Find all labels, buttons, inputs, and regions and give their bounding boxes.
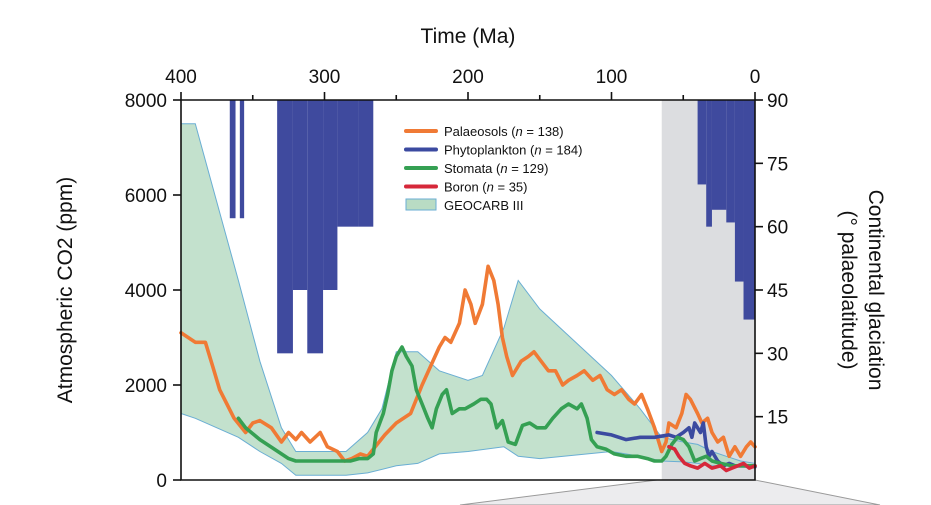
right-tick-label-30: 30 xyxy=(767,344,788,365)
top-tick-label-100: 100 xyxy=(596,67,628,88)
top-tick-label-200: 200 xyxy=(452,67,484,88)
series-line-palaeosols xyxy=(179,264,757,463)
glaciation-bar-2 xyxy=(277,100,293,354)
series-line-boron xyxy=(667,445,757,473)
plot-frame xyxy=(180,99,756,481)
glaciation-bar-0 xyxy=(229,100,236,219)
right-axis-title-line1: Continental glaciation xyxy=(864,190,887,391)
left-tick-label-4000: 4000 xyxy=(125,281,167,302)
right-axis-title-line2: (° palaeolatitude) xyxy=(837,211,860,370)
left-axis-title: Atmospheric CO2 (ppm) xyxy=(54,177,77,403)
top-tick-label-0: 0 xyxy=(750,67,761,88)
right-tick-label-15: 15 xyxy=(767,408,788,429)
right-axis-ticks: 15 30 45 60 75 90 xyxy=(755,91,788,429)
left-tick-label-2000: 2000 xyxy=(125,376,167,397)
right-tick-label-45: 45 xyxy=(767,281,788,302)
left-tick-label-8000: 8000 xyxy=(125,91,167,112)
right-tick-label-75: 75 xyxy=(767,154,788,175)
top-axis-title: Time (Ma) xyxy=(421,25,516,48)
glaciation-bar-7 xyxy=(358,100,374,227)
glaciation-bar-8 xyxy=(697,100,707,185)
zoom-callout xyxy=(459,479,881,505)
top-tick-label-400: 400 xyxy=(165,67,197,88)
left-tick-label-0: 0 xyxy=(156,471,167,492)
glaciation-bar-5 xyxy=(323,100,338,290)
legend-label-phytoplankton: Phytoplankton (n = 184) xyxy=(444,143,582,158)
left-axis-ticks: 0 2000 4000 6000 8000 xyxy=(125,91,181,492)
series-line-stomata xyxy=(236,345,757,468)
legend-swatch-geocarb xyxy=(405,198,437,211)
series-lines xyxy=(179,264,757,473)
glaciation-bar-12 xyxy=(734,100,744,282)
legend-label-stomata: Stomata (n = 129) xyxy=(444,161,548,176)
glaciation-bar-3 xyxy=(292,100,308,290)
left-tick-label-6000: 6000 xyxy=(125,186,167,207)
glaciation-bar-9 xyxy=(706,100,712,227)
right-tick-label-90: 90 xyxy=(767,91,788,112)
top-axis-ticks: 400 300 200 100 0 xyxy=(165,67,760,100)
legend-label-geocarb: GEOCARB III xyxy=(444,198,523,213)
glaciation-bar-11 xyxy=(726,100,735,223)
glaciation-bar-4 xyxy=(307,100,324,354)
right-tick-label-60: 60 xyxy=(767,218,788,239)
glaciation-bars xyxy=(229,100,755,354)
top-tick-label-300: 300 xyxy=(309,67,341,88)
glaciation-bar-1 xyxy=(239,100,245,219)
glaciation-bar-6 xyxy=(337,100,359,227)
legend-label-boron: Boron (n = 35) xyxy=(444,180,527,195)
glaciation-bar-13 xyxy=(743,100,755,320)
glaciation-bar-10 xyxy=(711,100,727,210)
legend-label-palaeosols: Palaeosols (n = 138) xyxy=(444,124,564,139)
legend: Palaeosols (n = 138) Phytoplankton (n = 1… xyxy=(404,124,582,213)
